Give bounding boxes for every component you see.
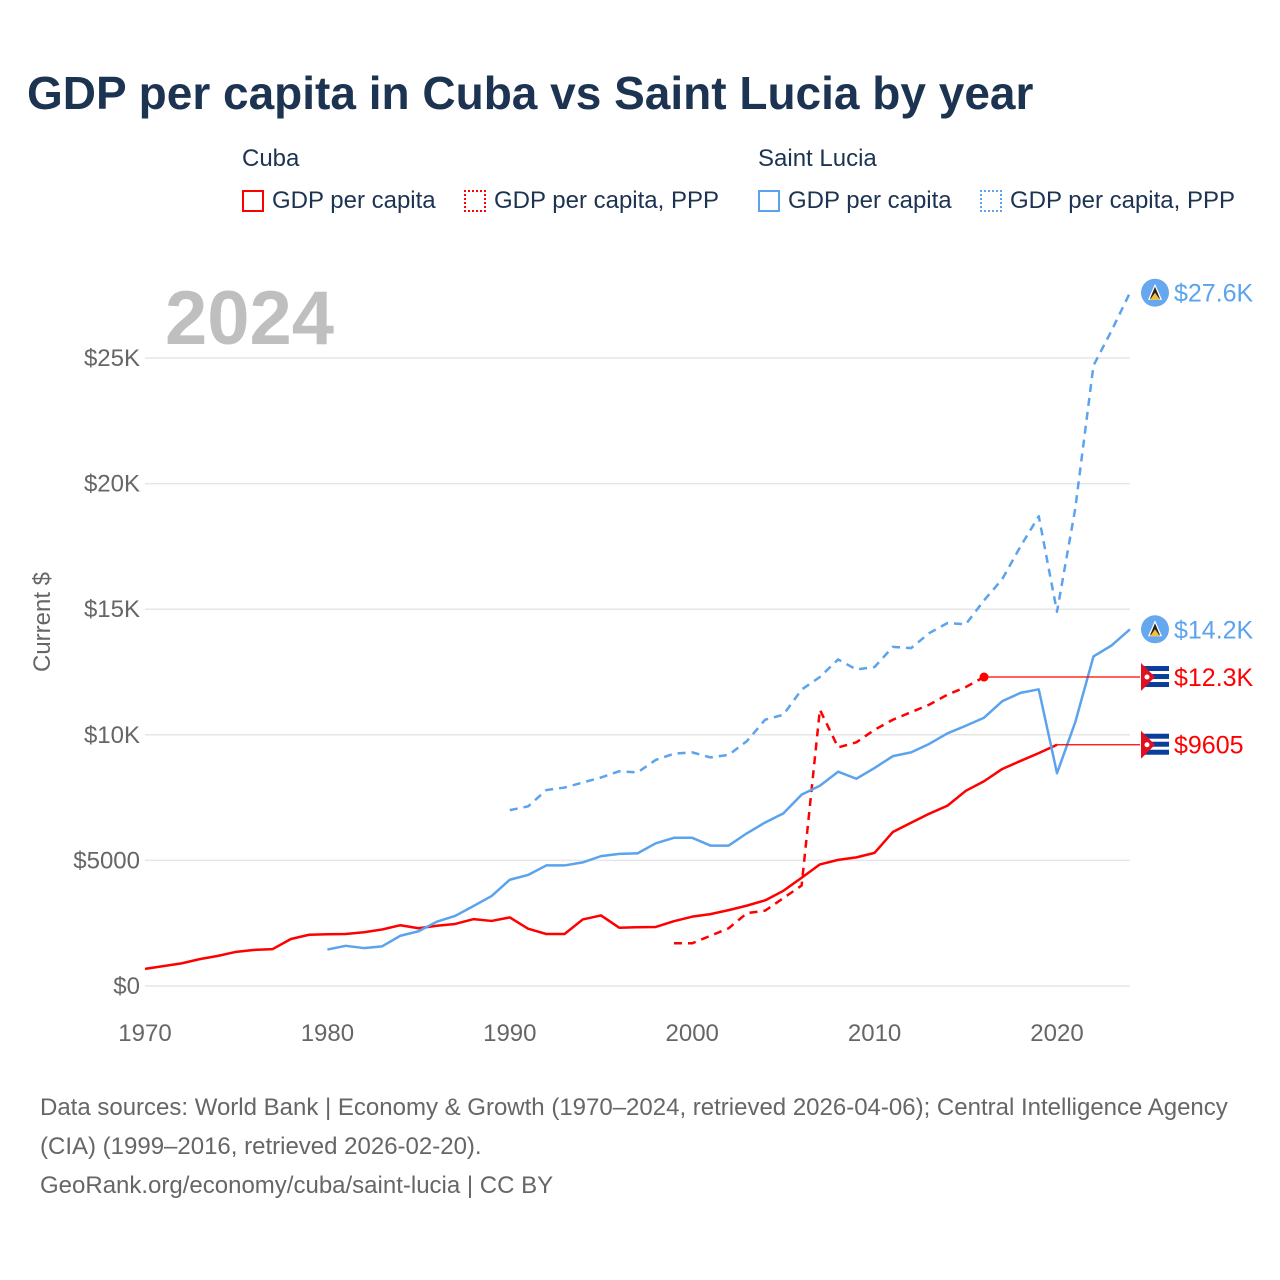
x-tick-label: 2000 xyxy=(666,1020,719,1047)
flag-stripe xyxy=(1141,674,1169,680)
y-tick-label: $20K xyxy=(84,471,140,498)
flag-stripe xyxy=(1141,741,1169,747)
flag-stripe xyxy=(1141,749,1169,755)
end-point xyxy=(979,672,989,682)
y-axis-label: Current $ xyxy=(29,572,56,672)
y-tick-label: $0 xyxy=(113,973,140,1000)
flag-triangle-gold xyxy=(1150,292,1160,300)
legend-label: GDP per capita, PPP xyxy=(494,187,719,214)
cuba-flag-icon xyxy=(1141,663,1169,692)
series-line xyxy=(673,675,985,945)
legend-label: GDP per capita xyxy=(272,187,436,214)
page-title: GDP per capita in Cuba vs Saint Lucia by… xyxy=(27,67,1034,119)
x-tick-label: 1970 xyxy=(118,1020,171,1047)
source-link[interactable]: GeoRank.org/economy/cuba/saint-lucia | C… xyxy=(40,1172,554,1199)
legend-swatch-dotted xyxy=(464,190,486,212)
flag-stripe xyxy=(1141,733,1169,739)
cuba-flag-icon xyxy=(1141,730,1169,759)
year-watermark: 2024 xyxy=(165,276,334,361)
legend-label: GDP per capita, PPP xyxy=(1010,187,1235,214)
legend-group-saint-lucia: Saint Lucia xyxy=(758,145,877,172)
legend-saint-lucia-gdp[interactable]: GDP per capita xyxy=(758,187,952,215)
legend-swatch-solid xyxy=(242,190,264,212)
legend-label: GDP per capita xyxy=(788,187,952,214)
x-tick-label: 1990 xyxy=(483,1020,536,1047)
flag-star xyxy=(1144,674,1150,680)
series-line xyxy=(509,292,1132,812)
legend-group-cuba: Cuba xyxy=(242,145,300,172)
source-text: Data sources: World Bank | Economy & Gro… xyxy=(40,1094,1228,1160)
y-tick-label: $25K xyxy=(84,345,140,372)
series-line xyxy=(327,628,1131,951)
legend-swatch-dotted xyxy=(980,190,1002,212)
legend-cuba-gdp[interactable]: GDP per capita xyxy=(242,187,436,215)
flag-stripe xyxy=(1141,666,1169,672)
source-note: Data sources: World Bank | Economy & Gro… xyxy=(40,1088,1240,1205)
saint-lucia-flag-icon xyxy=(1141,615,1169,644)
flag-star xyxy=(1144,742,1150,748)
legend-swatch-solid xyxy=(758,190,780,212)
legend-saint-lucia-ppp[interactable]: GDP per capita, PPP xyxy=(980,187,1235,215)
x-tick-label: 2010 xyxy=(848,1020,901,1047)
x-tick-label: 2020 xyxy=(1030,1020,1083,1047)
y-tick-label: $15K xyxy=(84,596,140,623)
series-line xyxy=(144,743,1058,971)
saint-lucia-flag-icon xyxy=(1141,278,1169,307)
flag-triangle-gold xyxy=(1150,629,1160,637)
end-value-label: $27.6K xyxy=(1174,280,1254,308)
y-tick-label: $10K xyxy=(84,722,140,749)
y-tick-label: $5000 xyxy=(73,847,140,874)
legend-cuba-ppp[interactable]: GDP per capita, PPP xyxy=(464,187,719,215)
end-value-label: $14.2K xyxy=(1174,616,1254,644)
x-tick-label: 1980 xyxy=(301,1020,354,1047)
flag-stripe xyxy=(1141,682,1169,688)
end-value-label: $12.3K xyxy=(1174,664,1254,692)
end-value-label: $9605 xyxy=(1174,732,1244,760)
